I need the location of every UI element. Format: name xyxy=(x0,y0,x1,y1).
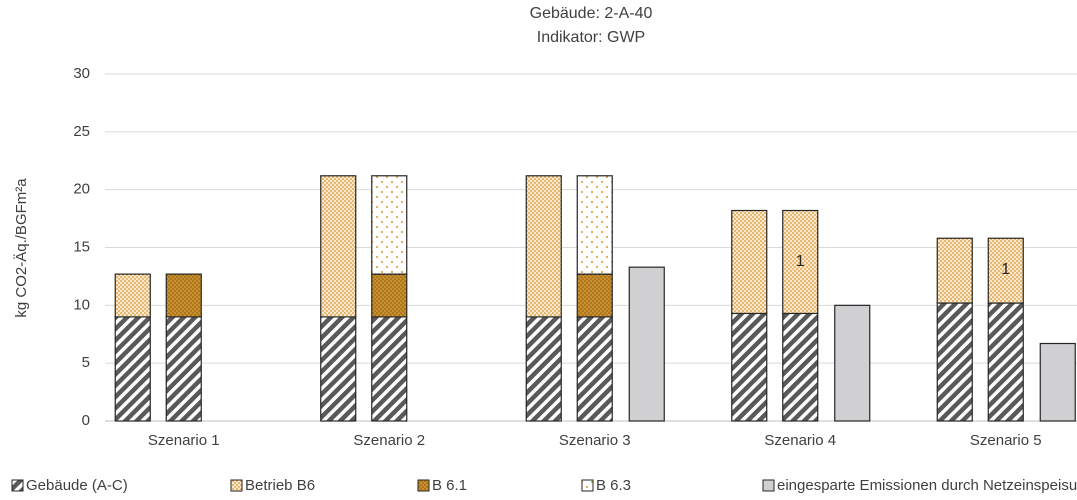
bar-segment xyxy=(576,316,613,422)
x-tick-label: Szenario 2 xyxy=(353,432,425,449)
bar-segment xyxy=(936,237,973,304)
legend-label: B 6.3 xyxy=(596,477,631,494)
bar-segment xyxy=(1039,342,1076,422)
legend-swatch xyxy=(230,479,243,492)
legend-swatch xyxy=(417,479,430,492)
chart-title: Gebäude: 2-A-40 xyxy=(530,5,653,22)
chart-subtitle: Indikator: GWP xyxy=(537,29,645,46)
annotation: 1 xyxy=(1001,261,1010,278)
y-tick-label: 30 xyxy=(73,65,90,82)
legend-swatch xyxy=(11,479,24,492)
legend-label: B 6.1 xyxy=(432,477,467,494)
x-tick-label: Szenario 1 xyxy=(148,432,220,449)
y-tick-label: 0 xyxy=(82,412,90,429)
x-tick-label: Szenario 4 xyxy=(764,432,836,449)
bar-segment xyxy=(834,304,871,422)
legend-swatch xyxy=(762,479,775,492)
bar-segment xyxy=(165,316,202,422)
bar-segment xyxy=(320,175,357,318)
legend-swatch xyxy=(581,479,594,492)
bar-segment xyxy=(731,209,768,315)
bar-segment xyxy=(628,266,665,422)
bar-segment xyxy=(731,312,768,422)
bar-segment xyxy=(114,316,151,422)
bar-segment xyxy=(525,175,562,318)
bar-segment xyxy=(987,237,1024,304)
bar-segment xyxy=(576,175,613,275)
legend-label: Betrieb B6 xyxy=(245,477,315,494)
bar-segment xyxy=(525,316,562,422)
annotation: 1 xyxy=(796,253,805,270)
bar-segment xyxy=(782,312,819,422)
y-tick-label: 10 xyxy=(73,296,90,313)
bar-segment xyxy=(165,273,202,318)
bar-segment xyxy=(371,273,408,318)
x-tick-label: Szenario 3 xyxy=(559,432,631,449)
bar-segment xyxy=(987,302,1024,422)
bar-segment xyxy=(576,273,613,318)
y-tick-label: 25 xyxy=(73,123,90,140)
y-tick-label: 20 xyxy=(73,181,90,198)
y-axis-label: kg CO2-Äq./BGFm²a xyxy=(13,178,30,318)
y-tick-label: 5 xyxy=(82,354,90,371)
bar-segment xyxy=(114,273,151,318)
legend-label: eingesparte Emissionen durch Netzeinspei… xyxy=(777,477,1077,494)
bar-segment xyxy=(320,316,357,422)
legend-label: Gebäude (A-C) xyxy=(26,477,128,494)
bar-segment xyxy=(782,209,819,315)
y-tick-label: 15 xyxy=(73,238,90,255)
bar-segment xyxy=(371,175,408,275)
x-tick-label: Szenario 5 xyxy=(970,432,1042,449)
bar-segment xyxy=(936,302,973,422)
bar-segment xyxy=(371,316,408,422)
